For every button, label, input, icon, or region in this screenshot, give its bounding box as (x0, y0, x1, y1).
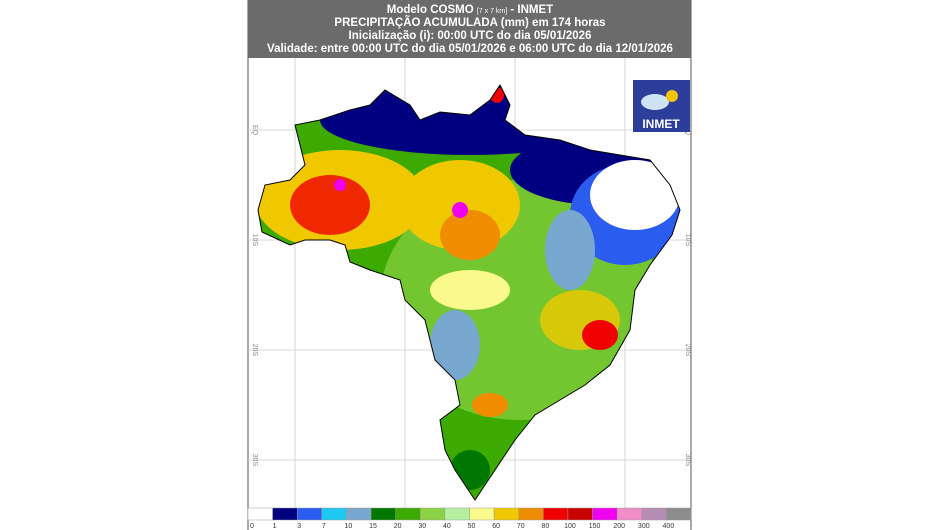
init-time: Inicialização (i): 00:00 UTC do dia 05/0… (349, 30, 592, 42)
legend-label: 200 (613, 523, 625, 530)
legend-swatch (296, 507, 323, 521)
legend-label: 3 (297, 523, 301, 530)
title: Modelo COSMO [7 x 7 km] - INMET (387, 4, 553, 16)
validity: Validade: entre 00:00 UTC do dia 05/01/2… (267, 43, 673, 55)
legend-swatch (616, 507, 643, 521)
legend-swatch (493, 507, 519, 521)
legend-swatch (346, 507, 372, 521)
legend-label: 100 (564, 523, 576, 530)
legend-swatch (420, 507, 446, 521)
legend-label: 150 (589, 523, 601, 530)
latitude-label: 30S (251, 454, 258, 467)
legend-swatch (641, 507, 667, 521)
legend-swatch (444, 507, 470, 521)
latitude-label: 10S (251, 234, 258, 247)
legend-label: 50 (468, 523, 476, 530)
legend: 0 1 3 7 10 15 20 30 40 50 60 70 80 100 150 200 300 400 (247, 507, 692, 530)
legend-label: 10 (345, 523, 353, 530)
legend-label: 20 (394, 523, 402, 530)
legend-label: 7 (322, 523, 326, 530)
legend-label: 40 (443, 523, 451, 530)
logo-cloud (641, 94, 669, 110)
legend-swatch (247, 507, 273, 521)
title-main: Modelo COSMO (387, 4, 474, 16)
title-org: - INMET (510, 4, 553, 16)
legend-label: 60 (492, 523, 500, 530)
legend-label: 1 (273, 523, 277, 530)
legend-swatch (666, 507, 692, 521)
title-resolution: [7 x 7 km] (477, 8, 507, 15)
subtitle: PRECIPITAÇÃO ACUMULADA (mm) em 174 horas (334, 16, 605, 29)
legend-label: 300 (638, 523, 650, 530)
logo-text: INMET (642, 117, 680, 131)
latitude-label: EQ (251, 125, 258, 136)
legend-label: 400 (663, 523, 675, 530)
legend-label: 0 (250, 523, 254, 530)
latitude-label: 30S (684, 454, 691, 467)
logo-sun (666, 90, 678, 102)
legend-swatch (567, 507, 593, 521)
legend-label: 80 (541, 523, 549, 530)
legend-label: 15 (369, 523, 377, 530)
precip-field (258, 85, 680, 500)
legend-swatch (272, 507, 298, 521)
legend-swatch (543, 507, 569, 521)
legend-swatch (370, 507, 396, 521)
legend-label: 30 (418, 523, 426, 530)
legend-label: 70 (517, 523, 525, 530)
legend-swatch (469, 507, 495, 521)
legend-swatch (321, 507, 347, 521)
latitude-label: 10S (684, 234, 691, 247)
latitude-label: 20S (684, 344, 691, 357)
legend-swatch (395, 507, 421, 521)
latitude-label: 20S (251, 344, 258, 357)
legend-swatch (592, 507, 618, 521)
legend-swatch (518, 507, 544, 521)
header-band (248, 0, 691, 58)
